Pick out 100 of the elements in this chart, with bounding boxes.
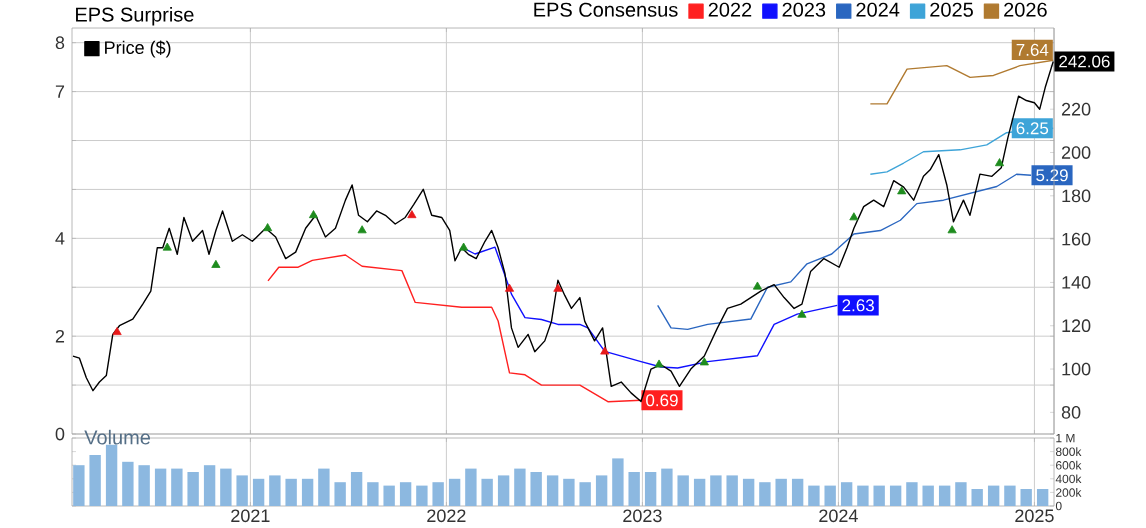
y-tick-label: 4 (55, 232, 65, 245)
bar (840, 482, 853, 506)
bar (465, 468, 477, 506)
bar (497, 475, 510, 506)
bar (1004, 485, 1016, 506)
point (797, 309, 807, 318)
point (211, 259, 221, 268)
y-tick-label: 8 (55, 36, 65, 50)
bar (220, 468, 232, 506)
point (600, 346, 610, 355)
bar (514, 468, 526, 506)
y2-tick-label: 80 (1061, 405, 1081, 419)
bar (301, 478, 314, 506)
bar (89, 455, 101, 506)
bar (677, 475, 689, 506)
bar (906, 482, 918, 506)
bar (399, 482, 412, 506)
point (752, 281, 762, 290)
point (897, 186, 907, 195)
bar (693, 478, 706, 506)
bar (432, 482, 444, 506)
bar (154, 468, 167, 506)
bar (742, 478, 755, 506)
data-label: 5.29 (1036, 169, 1068, 182)
bar (383, 485, 395, 506)
bar (1020, 489, 1032, 506)
data-label: 6.25 (1016, 122, 1049, 135)
bar (595, 475, 608, 506)
x-tick-label: 2024 (819, 509, 858, 523)
bar (922, 485, 934, 506)
y-tick-label: 0 (55, 427, 65, 441)
legend-label: 2025 (930, 2, 973, 17)
bar (644, 472, 657, 506)
point (162, 242, 172, 251)
bar (481, 478, 493, 506)
bar (710, 475, 722, 506)
bar (628, 472, 640, 506)
bar (122, 461, 134, 506)
bar (808, 485, 820, 506)
point (357, 225, 367, 234)
bar (334, 482, 346, 506)
bar (203, 465, 216, 506)
point (112, 327, 122, 336)
y2-tick-label: 160 (1062, 232, 1091, 246)
bar (661, 468, 673, 506)
bar (726, 475, 738, 506)
y2-tick-label: 200 (1061, 146, 1091, 159)
bar (987, 485, 1000, 506)
y-tick-label: 2 (55, 329, 65, 343)
bar (759, 482, 771, 506)
y2-tick-label: 120 (1062, 319, 1091, 333)
bar (889, 485, 902, 506)
y2-tick-label: 180 (1062, 189, 1091, 203)
point (654, 359, 664, 368)
bar (252, 478, 265, 506)
y2-tick-label: 220 (1061, 102, 1091, 116)
point (947, 225, 957, 234)
y-tick-label: 7 (55, 85, 65, 98)
legend-label: 2024 (856, 2, 900, 17)
legend-title: EPS Consensus (534, 2, 678, 17)
bar (612, 458, 624, 506)
bar (971, 489, 983, 506)
chart-title: Volume (84, 429, 151, 445)
bar (546, 475, 559, 506)
bar (73, 465, 85, 506)
x-tick-label: 2023 (623, 509, 662, 523)
bar (530, 472, 542, 506)
legend-label: Price ($) (105, 40, 171, 58)
bar (824, 485, 836, 506)
legend-label: 2023 (782, 2, 826, 17)
bar (857, 485, 869, 506)
y2-tick-label: 100 (1062, 362, 1091, 376)
bar (791, 478, 804, 506)
bar (563, 478, 575, 506)
bar (318, 468, 330, 506)
point (459, 242, 469, 251)
bar (938, 485, 951, 506)
point (263, 223, 273, 232)
legend-label: 2022 (708, 2, 752, 17)
point (994, 158, 1005, 167)
data-label: 2.63 (842, 299, 874, 312)
bar (1036, 489, 1049, 506)
bar (285, 478, 297, 506)
bar (187, 472, 199, 506)
bar (955, 482, 967, 506)
bar (269, 475, 281, 506)
point (699, 357, 709, 366)
bar (873, 485, 885, 506)
bar (171, 468, 183, 506)
bar (579, 482, 591, 506)
bar (775, 478, 787, 506)
bar (138, 465, 150, 506)
point (504, 283, 515, 292)
point (849, 212, 859, 221)
data-label: 0.69 (646, 394, 678, 407)
bar (236, 475, 248, 506)
x-tick-label: 2022 (427, 509, 466, 523)
point (407, 210, 417, 219)
bar (350, 472, 363, 506)
point (553, 283, 563, 292)
